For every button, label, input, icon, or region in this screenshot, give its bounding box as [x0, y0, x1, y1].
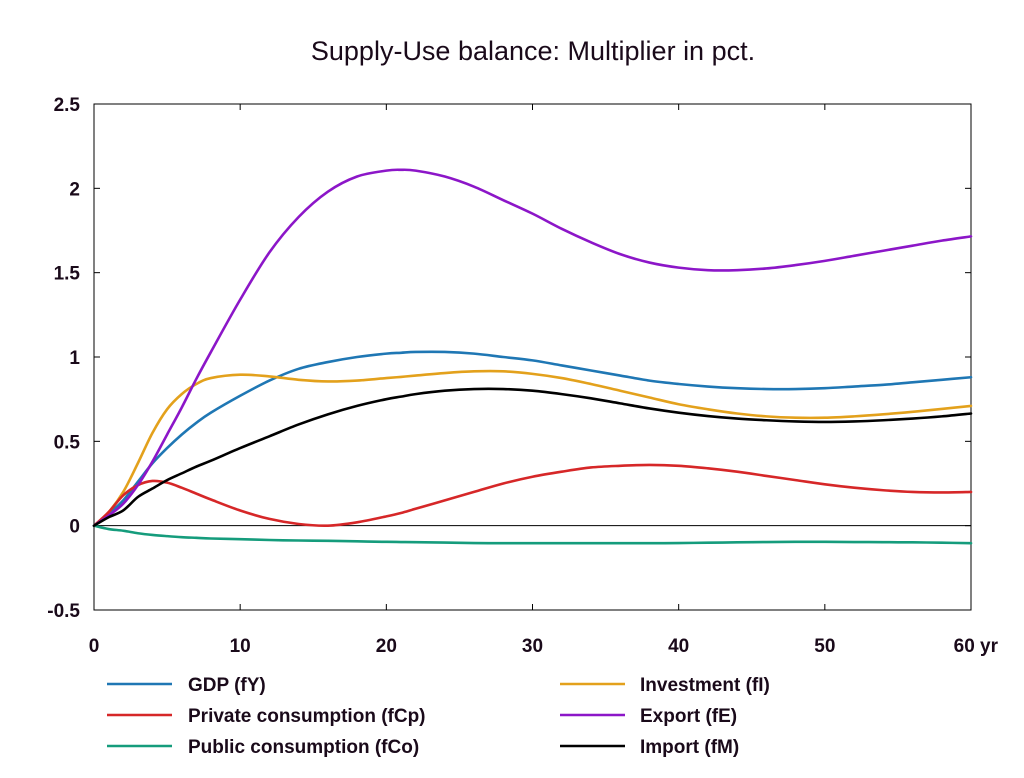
legend-label-export-fe: Export (fE) [640, 706, 737, 727]
x-axis: 0 10 20 30 40 50 60 yr [89, 104, 999, 657]
y-tick-label: 0 [69, 517, 80, 538]
y-tick-label: 0.5 [54, 432, 81, 453]
chart-title: Supply-Use balance: Multiplier in pct. [311, 36, 755, 66]
legend-label-public-consumption-fco: Public consumption (fCo) [188, 737, 419, 758]
series-line-import-fm [92, 387, 973, 527]
plot-area [93, 103, 972, 611]
plot-frame [93, 103, 972, 611]
legend-label-gdp-fy: GDP (fY) [188, 675, 266, 696]
y-tick-label: 1.5 [54, 264, 81, 285]
y-tick-label: -0.5 [47, 601, 80, 622]
x-tick-label: 60 yr [954, 636, 999, 657]
series-line-public-consumption-fco [92, 524, 973, 545]
series-line-private-consumption-fcp [92, 463, 973, 528]
legend-label-investment-fi: Investment (fI) [640, 675, 770, 696]
legend-label-import-fm: Import (fM) [640, 737, 739, 758]
y-tick-label: 2 [69, 179, 80, 200]
series-lines [92, 168, 973, 545]
x-tick-label: 0 [89, 636, 100, 657]
x-tick-label: 50 [814, 636, 835, 657]
y-tick-label: 1 [69, 348, 80, 369]
legend-label-private-consumption-fcp: Private consumption (fCp) [188, 706, 426, 727]
y-axis: -0.5 0 0.5 1 1.5 2 2.5 [47, 95, 971, 622]
x-tick-label: 30 [522, 636, 543, 657]
series-line-investment-fi [92, 369, 973, 527]
x-tick-label: 40 [668, 636, 689, 657]
x-tick-label: 20 [376, 636, 397, 657]
x-tick-label: 10 [230, 636, 251, 657]
series-line-gdp-fy [92, 350, 973, 527]
y-tick-label: 2.5 [54, 95, 81, 116]
legend: GDP (fY) Private consumption (fCp) Public … [107, 675, 770, 758]
series-line-export-fe [92, 168, 973, 527]
